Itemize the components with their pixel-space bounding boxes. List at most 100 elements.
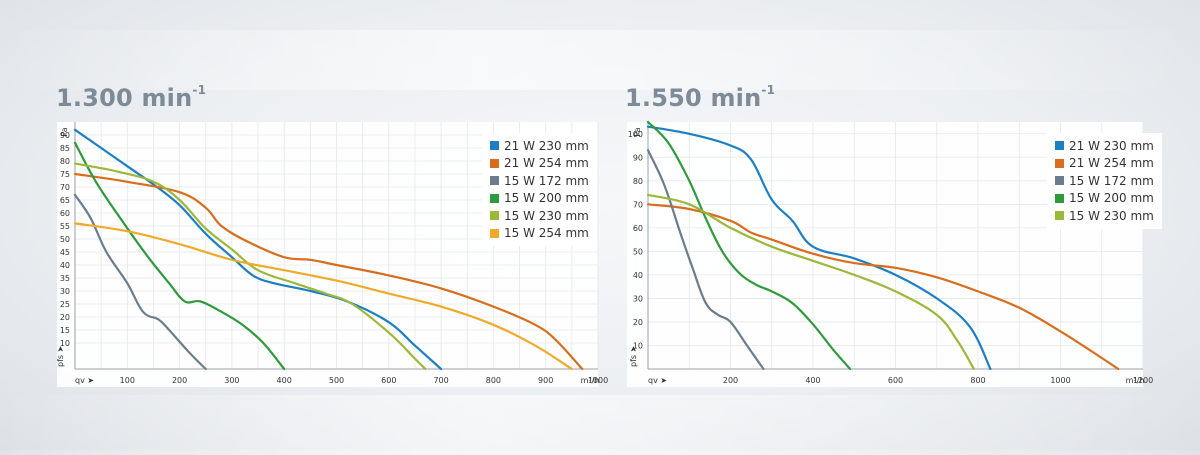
chart-2-x-unit-label: m³/h [1126, 376, 1145, 385]
chart-2-y-unit-label: Pa [633, 127, 642, 136]
chart-1-y-tick-label: 75 [60, 170, 70, 179]
chart-2-x-tick-label: 400 [805, 376, 820, 385]
legend-swatch [490, 228, 499, 238]
legend-label: 21 W 254 mm [504, 156, 589, 171]
chart-1-x-tick-label: 600 [381, 376, 396, 385]
legend-item: 15 W 200 mm [1055, 190, 1154, 208]
chart-1-x-tick-label: 700 [433, 376, 448, 385]
legend-swatch [1055, 141, 1064, 151]
chart-2-x-tick-label: 1200 [1133, 376, 1153, 385]
chart-2-legend: 21 W 230 mm 21 W 254 mm 15 W 172 mm 15 W 20… [1047, 133, 1162, 229]
legend-item: 15 W 172 mm [1055, 172, 1154, 190]
chart-1-y-tick-label: 65 [60, 196, 70, 205]
chart-1-x-axis-label: qv ➤ [75, 376, 94, 385]
legend-label: 15 W 200 mm [1069, 191, 1154, 206]
chart-1-x-tick-label: 1000 [588, 376, 608, 385]
chart-1-y-tick-label: 50 [60, 235, 70, 244]
chart-1-y-unit-label: Pa [60, 127, 69, 136]
legend-label: 15 W 230 mm [1069, 208, 1154, 223]
chart-1-y-tick-label: 55 [60, 222, 70, 231]
chart-1-x-tick-label: 800 [486, 376, 501, 385]
chart-1-y-tick-label: 30 [60, 287, 70, 296]
chart-2-title-sup: -1 [761, 83, 776, 97]
chart-1-series-line [73, 128, 443, 371]
chart-1-y-tick-label: 25 [60, 300, 70, 309]
chart-1-series-line [73, 172, 584, 371]
chart-1-title-sup: -1 [192, 83, 207, 97]
legend-label: 15 W 172 mm [504, 173, 589, 188]
legend-swatch [1055, 158, 1064, 168]
legend-label: 15 W 200 mm [504, 191, 589, 206]
chart-1-y-tick-label: 85 [60, 144, 70, 153]
chart-2-y-tick-label: 80 [633, 177, 643, 186]
legend-swatch [490, 141, 499, 151]
chart-2-x-tick-label: 200 [723, 376, 738, 385]
chart-2-x-tick-label: 600 [888, 376, 903, 385]
chart-2-y-tick-label: 70 [633, 200, 643, 209]
chart-2-y-tick-label: 60 [633, 224, 643, 233]
chart-1-y-tick-label: 60 [60, 209, 70, 218]
chart-1-x-tick-label: 500 [329, 376, 344, 385]
chart-2-y-tick-label: 90 [633, 153, 643, 162]
legend-swatch [1055, 193, 1064, 203]
chart-1-x-tick-label: 200 [172, 376, 187, 385]
legend-swatch [490, 193, 499, 203]
legend-swatch [1055, 211, 1064, 221]
chart-1-series-line [73, 162, 427, 371]
chart-2-y-tick-label: 30 [633, 294, 643, 303]
legend-item: 15 W 230 mm [490, 207, 589, 225]
legend-item: 21 W 254 mm [490, 155, 589, 173]
chart-1-x-tick-label: 400 [277, 376, 292, 385]
chart-1-y-tick-label: 90 [60, 131, 70, 140]
legend-swatch [1055, 176, 1064, 186]
chart-2-title-base: 1.550 min [625, 84, 762, 112]
chart-2-y-tick-label: 50 [633, 247, 643, 256]
chart-2-y-tick-label: 20 [633, 318, 643, 327]
chart-2-series-line [646, 125, 992, 371]
legend-item: 21 W 230 mm [490, 137, 589, 155]
chart-1-title-base: 1.300 min [56, 84, 193, 112]
legend-label: 21 W 230 mm [504, 138, 589, 153]
chart-2-x-axis-label: qv ➤ [648, 376, 667, 385]
chart-1-y-tick-label: 80 [60, 157, 70, 166]
legend-item: 15 W 172 mm [490, 172, 589, 190]
chart-2-y-tick-label: 10 [633, 341, 643, 350]
chart-2-y-axis-label: pfs ➤ [629, 345, 638, 367]
legend-label: 15 W 172 mm [1069, 173, 1154, 188]
legend-swatch [490, 176, 499, 186]
chart-1-y-tick-label: 35 [60, 274, 70, 283]
chart-2-series-line [646, 203, 1120, 371]
legend-item: 15 W 200 mm [490, 190, 589, 208]
legend-item: 21 W 254 mm [1055, 155, 1154, 173]
chart-2-series-line [646, 193, 975, 371]
chart-1-legend: 21 W 230 mm 21 W 254 mm 15 W 172 mm 15 W 20… [482, 133, 597, 246]
chart-2-title: 1.550 min-1 [625, 83, 776, 112]
legend-label: 21 W 230 mm [1069, 138, 1154, 153]
chart-1-y-tick-label: 70 [60, 183, 70, 192]
chart-2-x-tick-label: 1000 [1050, 376, 1070, 385]
chart-2-y-tick-label: 100 [628, 130, 643, 139]
chart-1-y-tick-label: 15 [60, 326, 70, 335]
chart-1-y-tick-label: 45 [60, 248, 70, 257]
chart-2-x-tick-label: 800 [970, 376, 985, 385]
chart-1-y-tick-label: 40 [60, 261, 70, 270]
chart-1-x-tick-label: 100 [120, 376, 135, 385]
chart-1-title: 1.300 min-1 [56, 83, 207, 112]
chart-1-y-tick-label: 10 [60, 339, 70, 348]
chart-1-x-unit-label: m³/h [581, 376, 600, 385]
chart-1-series-line [73, 193, 207, 371]
legend-label: 21 W 254 mm [1069, 156, 1154, 171]
legend-label: 15 W 254 mm [504, 226, 589, 241]
chart-1-series-line [73, 222, 573, 371]
legend-swatch [490, 158, 499, 168]
chart-2-y-tick-label: 40 [633, 271, 643, 280]
chart-1-y-tick-label: 20 [60, 313, 70, 322]
legend-item: 21 W 230 mm [1055, 137, 1154, 155]
chart-1-x-tick-label: 300 [224, 376, 239, 385]
legend-swatch [490, 211, 499, 221]
chart-2-series-line [646, 120, 852, 371]
chart-1-series-line [73, 141, 286, 371]
chart-1-x-tick-label: 900 [538, 376, 553, 385]
legend-item: 15 W 230 mm [1055, 207, 1154, 225]
